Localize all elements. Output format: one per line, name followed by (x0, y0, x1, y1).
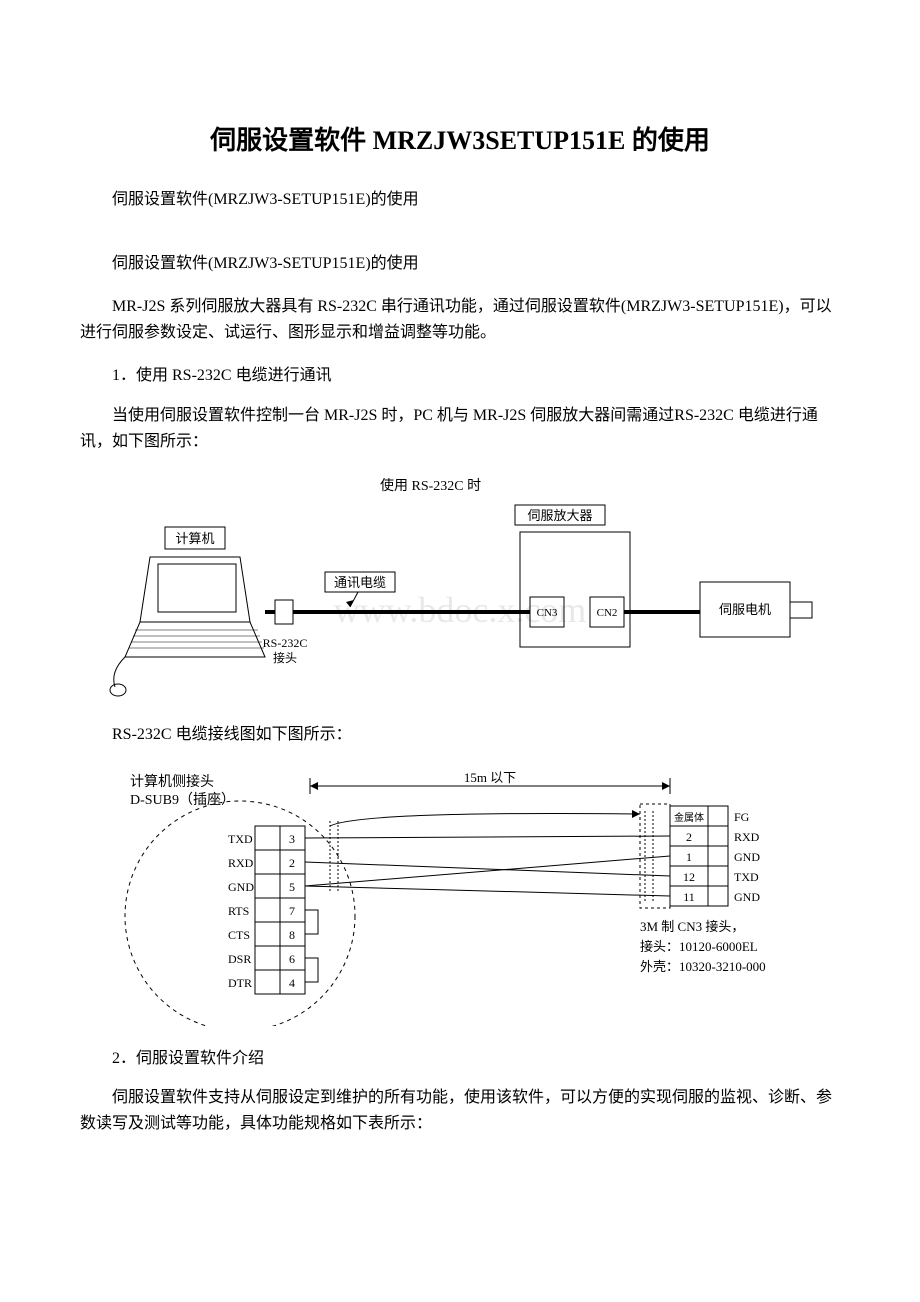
svg-text:TXD: TXD (734, 870, 759, 884)
laptop-icon (110, 557, 265, 696)
svg-text:FG: FG (734, 810, 750, 824)
computer-label: 计算机 (175, 531, 214, 546)
svg-text:4: 4 (289, 976, 295, 990)
subtitle-2: 伺服设置软件(MRZJW3-SETUP151E)的使用 (80, 251, 840, 277)
svg-text:RXD: RXD (228, 856, 254, 870)
svg-text:8: 8 (289, 928, 295, 942)
right-note-3: 外壳：10320-3210-000 (640, 959, 766, 974)
cn2-label: CN2 (597, 607, 618, 619)
svg-text:2: 2 (686, 830, 692, 844)
page-title: 伺服设置软件 MRZJW3SETUP151E 的使用 (80, 120, 840, 157)
diagram-rs232c-connection: www.bdoc.x.com 使用 RS-232C 时 计算机 通讯电缆 (100, 472, 820, 702)
cable-label: 通讯电缆 (334, 575, 386, 590)
subtitle-1: 伺服设置软件(MRZJW3-SETUP151E)的使用 (80, 187, 840, 213)
paragraph-2: 当使用伺服设置软件控制一台 MR-J2S 时，PC 机与 MR-J2S 伺服放大… (80, 403, 840, 454)
svg-text:RXD: RXD (734, 830, 760, 844)
right-note-2: 接头：10120-6000EL (640, 939, 758, 954)
diagram1-title: 使用 RS-232C 时 (380, 477, 481, 494)
motor-label: 伺服电机 (719, 602, 771, 617)
svg-text:GND: GND (734, 850, 760, 864)
svg-text:2: 2 (289, 856, 295, 870)
svg-text:5: 5 (289, 880, 295, 894)
section-1-heading: 1．使用 RS-232C 电缆进行通讯 (80, 363, 840, 389)
svg-text:11: 11 (683, 890, 695, 904)
cn3-label: CN3 (537, 607, 558, 619)
right-pin-table: 金属体 FG 2 RXD 1 GND 12 TXD 11 GND (670, 806, 760, 906)
svg-text:7: 7 (289, 904, 295, 918)
svg-text:1: 1 (686, 850, 692, 864)
connector-label-2: 接头 (273, 650, 297, 665)
connector-label-1: RS-232C (263, 636, 308, 650)
amplifier-label: 伺服放大器 (527, 508, 592, 523)
length-label: 15m 以下 (464, 770, 516, 785)
right-note-1: 3M 制 CN3 接头， (640, 919, 744, 934)
paragraph-1: MR-J2S 系列伺服放大器具有 RS-232C 串行通讯功能，通过伺服设置软件… (80, 294, 840, 345)
svg-text:DSR: DSR (228, 952, 251, 966)
svg-text:CTS: CTS (228, 928, 250, 942)
svg-text:DTR: DTR (228, 976, 252, 990)
svg-text:TXD: TXD (228, 832, 253, 846)
left-header-2: D-SUB9（插座） (130, 792, 235, 808)
svg-text:金属体: 金属体 (674, 811, 704, 824)
diagram-rs232c-wiring: 计算机侧接头 D-SUB9（插座） 15m 以下 TXD 3 RXD 2 GN (100, 766, 820, 1026)
section-2-heading: 2．伺服设置软件介绍 (80, 1046, 840, 1072)
left-header-1: 计算机侧接头 (130, 773, 214, 790)
svg-text:GND: GND (228, 880, 254, 894)
svg-text:GND: GND (734, 890, 760, 904)
paragraph-3: RS-232C 电缆接线图如下图所示： (80, 722, 840, 748)
svg-text:3: 3 (289, 832, 295, 846)
paragraph-4: 伺服设置软件支持从伺服设定到维护的所有功能，使用该软件，可以方便的实现伺服的监视… (80, 1085, 840, 1136)
svg-text:6: 6 (289, 952, 295, 966)
svg-text:RTS: RTS (228, 904, 249, 918)
left-pin-table: TXD 3 RXD 2 GND 5 RTS 7 CTS 8 DSR 6 DTR … (228, 826, 305, 994)
svg-text:12: 12 (683, 870, 695, 884)
